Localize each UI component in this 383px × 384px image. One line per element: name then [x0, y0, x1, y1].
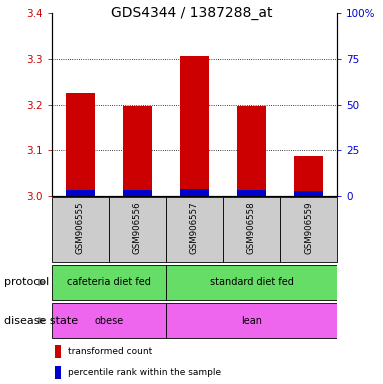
FancyBboxPatch shape [52, 197, 109, 262]
Bar [66, 93, 95, 196]
Bar [294, 191, 323, 196]
Bar [180, 56, 209, 196]
Text: percentile rank within the sample: percentile rank within the sample [68, 368, 221, 377]
Text: cafeteria diet fed: cafeteria diet fed [67, 277, 151, 287]
Bar [180, 189, 209, 196]
Text: GSM906558: GSM906558 [247, 202, 256, 255]
Text: standard diet fed: standard diet fed [210, 277, 293, 287]
Text: GSM906559: GSM906559 [304, 202, 313, 254]
Text: GSM906555: GSM906555 [76, 202, 85, 255]
Text: GDS4344 / 1387288_at: GDS4344 / 1387288_at [111, 6, 272, 20]
FancyBboxPatch shape [52, 265, 166, 300]
Bar [54, 345, 61, 358]
Text: disease state: disease state [4, 316, 78, 326]
FancyBboxPatch shape [223, 197, 280, 262]
Bar [237, 190, 266, 196]
Text: lean: lean [241, 316, 262, 326]
FancyBboxPatch shape [166, 197, 223, 262]
FancyBboxPatch shape [52, 303, 166, 338]
Bar [123, 190, 152, 196]
FancyBboxPatch shape [166, 303, 337, 338]
Bar [54, 366, 61, 379]
Text: obese: obese [94, 316, 123, 326]
Bar [294, 156, 323, 196]
Text: transformed count: transformed count [68, 347, 152, 356]
Bar [237, 106, 266, 196]
FancyBboxPatch shape [109, 197, 166, 262]
Text: GSM906556: GSM906556 [133, 202, 142, 255]
FancyBboxPatch shape [166, 265, 337, 300]
FancyBboxPatch shape [280, 197, 337, 262]
Text: GSM906557: GSM906557 [190, 202, 199, 255]
Bar [66, 190, 95, 196]
Text: protocol: protocol [4, 277, 49, 287]
Bar [123, 106, 152, 196]
